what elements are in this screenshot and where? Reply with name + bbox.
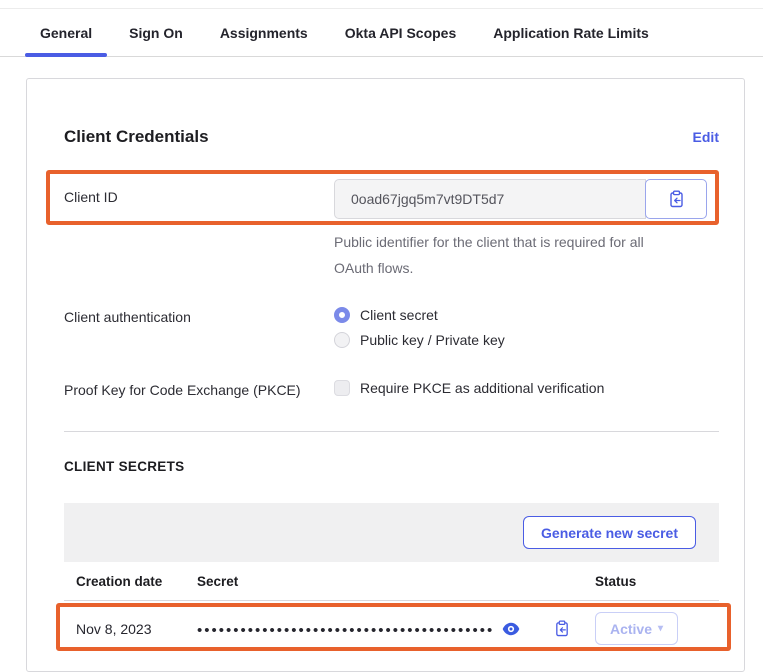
client-authentication-row: Client authentication Client secret Publ… xyxy=(64,307,719,348)
clipboard-copy-icon xyxy=(554,620,570,637)
checkbox-unchecked-icon[interactable] xyxy=(334,380,350,396)
tab-assignments-label: Assignments xyxy=(219,24,308,41)
tab-okta-api-scopes[interactable]: Okta API Scopes xyxy=(330,9,472,56)
reveal-secret-button[interactable] xyxy=(502,622,520,636)
tab-sign-on-label: Sign On xyxy=(129,24,183,41)
radio-option-public-private-key[interactable]: Public key / Private key xyxy=(334,332,505,348)
column-header-status: Status xyxy=(595,573,637,589)
client-secrets-title: CLIENT SECRETS xyxy=(64,459,185,474)
copy-secret-button[interactable] xyxy=(554,620,570,637)
pkce-option-label[interactable]: Require PKCE as additional verification xyxy=(360,380,605,396)
secrets-table-header: Creation date Secret Status xyxy=(64,562,719,601)
client-id-field-group: 0oad67jgq5m7vt9DT5d7 xyxy=(334,179,707,219)
clipboard-copy-icon xyxy=(668,190,685,208)
masked-secret-value: ••••••••••••••••••••••••••••••••••••••••… xyxy=(197,621,495,639)
client-secrets-table: Generate new secret Creation date Secret… xyxy=(56,503,731,656)
pkce-label: Proof Key for Code Exchange (PKCE) xyxy=(64,382,301,398)
radio-option-public-private-key-label[interactable]: Public key / Private key xyxy=(360,332,505,348)
tab-application-rate-limits[interactable]: Application Rate Limits xyxy=(478,9,664,56)
secret-cell: ••••••••••••••••••••••••••••••••••••••••… xyxy=(197,620,595,638)
chevron-down-icon: ▾ xyxy=(658,623,664,634)
pkce-row: Proof Key for Code Exchange (PKCE) Requi… xyxy=(64,380,719,398)
tab-general[interactable]: General xyxy=(25,9,108,57)
card-header: Client Credentials Edit xyxy=(64,127,719,147)
client-id-help-text: Public identifier for the client that is… xyxy=(334,234,644,276)
secret-status-label: Active xyxy=(609,620,652,637)
radio-selected-icon[interactable] xyxy=(334,307,350,323)
eye-icon xyxy=(502,622,520,636)
radio-unselected-icon[interactable] xyxy=(334,332,350,348)
secret-creation-date: Nov 8, 2023 xyxy=(76,620,152,637)
secret-table-row: Nov 8, 2023 ••••••••••••••••••••••••••••… xyxy=(56,601,731,656)
column-header-secret: Secret xyxy=(197,573,239,589)
client-authentication-options: Client secret Public key / Private key xyxy=(334,307,505,348)
generate-new-secret-button[interactable]: Generate new secret xyxy=(523,516,696,549)
client-id-value-field[interactable]: 0oad67jgq5m7vt9DT5d7 xyxy=(334,179,646,219)
secret-status-cell: Active ▾ xyxy=(595,612,705,645)
column-header-creation-date: Creation date xyxy=(76,573,163,589)
client-authentication-label: Client authentication xyxy=(64,309,191,325)
client-credentials-card: Client Credentials Edit Client ID 0oad67… xyxy=(26,78,745,672)
tab-assignments[interactable]: Assignments xyxy=(205,9,323,56)
radio-option-client-secret[interactable]: Client secret xyxy=(334,307,505,323)
edit-link[interactable]: Edit xyxy=(692,129,719,145)
secrets-table-toolbar: Generate new secret xyxy=(64,503,719,562)
secret-status-dropdown[interactable]: Active ▾ xyxy=(595,612,678,645)
client-id-row: Client ID 0oad67jgq5m7vt9DT5d7 xyxy=(46,170,719,225)
section-divider xyxy=(64,431,719,432)
radio-option-client-secret-label[interactable]: Client secret xyxy=(360,307,438,323)
tab-general-label: General xyxy=(40,24,93,41)
client-id-copy-button[interactable] xyxy=(645,179,707,219)
tab-okta-api-scopes-label: Okta API Scopes xyxy=(344,24,457,41)
pkce-checkbox-option[interactable]: Require PKCE as additional verification xyxy=(334,380,604,396)
card-title: Client Credentials xyxy=(64,127,209,146)
client-id-label: Client ID xyxy=(64,189,118,205)
app-tabs: General Sign On Assignments Okta API Sco… xyxy=(0,8,763,57)
tab-application-rate-limits-label: Application Rate Limits xyxy=(493,24,649,41)
tab-sign-on[interactable]: Sign On xyxy=(114,9,198,56)
